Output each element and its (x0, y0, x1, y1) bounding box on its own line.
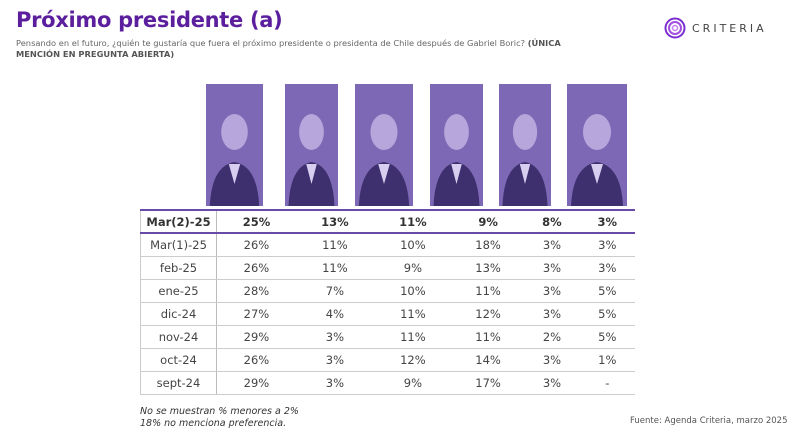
row-label: dic-24 (140, 302, 217, 326)
candidate-photo (567, 84, 627, 206)
row-label: ene-25 (140, 279, 217, 303)
cell-value: 25% (216, 209, 296, 234)
row-label: nov-24 (140, 325, 217, 349)
row-label: sept-24 (140, 371, 217, 395)
cell-value: 17% (451, 371, 525, 395)
criteria-logo: CRITERIA (664, 17, 767, 39)
cell-value: 8% (524, 209, 580, 234)
page-title: Próximo presidente (a) (16, 8, 283, 32)
row-label: oct-24 (140, 348, 217, 372)
question-note: (ÚNICA MENCIÓN EN PREGUNTA ABIERTA) (16, 38, 561, 59)
notes: No se muestran % menores a 2% 18% no men… (140, 406, 299, 430)
cell-value: 4% (295, 302, 374, 326)
row-label: Mar(1)-25 (140, 233, 217, 257)
cell-value: 5% (579, 279, 635, 303)
candidate-photo (355, 84, 413, 206)
criteria-logo-icon (664, 17, 686, 39)
cell-value: 9% (373, 256, 452, 280)
table-row: oct-24 26% 3% 12% 14% 3% 1% (140, 348, 635, 372)
table-row: Mar(1)-25 26% 11% 10% 18% 3% 3% (140, 233, 635, 257)
cell-value: 3% (524, 233, 580, 257)
table-row: Mar(2)-25 25% 13% 11% 9% 8% 3% (140, 209, 635, 234)
cell-value: 3% (524, 256, 580, 280)
cell-value: 18% (451, 233, 525, 257)
candidate-photo (206, 84, 263, 206)
row-label: Mar(2)-25 (140, 209, 217, 234)
cell-value: 3% (579, 209, 635, 234)
cell-value: - (579, 371, 635, 395)
cell-value: 2% (524, 325, 580, 349)
cell-value: 3% (524, 279, 580, 303)
cell-value: 9% (451, 209, 525, 234)
table-row: sept-24 29% 3% 9% 17% 3% - (140, 371, 635, 395)
cell-value: 11% (295, 233, 374, 257)
cell-value: 29% (216, 325, 296, 349)
cell-value: 1% (579, 348, 635, 372)
cell-value: 10% (373, 279, 452, 303)
cell-value: 3% (524, 302, 580, 326)
cell-value: 3% (295, 348, 374, 372)
cell-value: 11% (451, 279, 525, 303)
cell-value: 26% (216, 233, 296, 257)
cell-value: 27% (216, 302, 296, 326)
cell-value: 7% (295, 279, 374, 303)
cell-value: 29% (216, 371, 296, 395)
cell-value: 26% (216, 348, 296, 372)
poll-table: Mar(2)-25 25% 13% 11% 9% 8% 3% Mar(1)-25 26% 11% 1… (140, 209, 635, 395)
cell-value: 11% (373, 302, 452, 326)
cell-value: 26% (216, 256, 296, 280)
logo-text: CRITERIA (692, 21, 767, 35)
cell-value: 11% (373, 209, 452, 234)
source: Fuente: Agenda Criteria, marzo 2025 (630, 416, 788, 426)
candidate-photo (285, 84, 338, 206)
cell-value: 3% (295, 371, 374, 395)
cell-value: 10% (373, 233, 452, 257)
candidate-photo (499, 84, 551, 206)
cell-value: 3% (579, 256, 635, 280)
cell-value: 3% (524, 371, 580, 395)
cell-value: 13% (295, 209, 374, 234)
table-row: ene-25 28% 7% 10% 11% 3% 5% (140, 279, 635, 303)
cell-value: 12% (451, 302, 525, 326)
table-row: feb-25 26% 11% 9% 13% 3% 3% (140, 256, 635, 280)
candidate-photo (430, 84, 483, 206)
question: Pensando en el futuro, ¿quién te gustarí… (16, 38, 526, 48)
cell-value: 11% (373, 325, 452, 349)
cell-value: 9% (373, 371, 452, 395)
cell-value: 11% (295, 256, 374, 280)
cell-value: 14% (451, 348, 525, 372)
row-label: feb-25 (140, 256, 217, 280)
cell-value: 11% (451, 325, 525, 349)
question-text: Pensando en el futuro, ¿quién te gustarí… (16, 38, 606, 60)
table-row: nov-24 29% 3% 11% 11% 2% 5% (140, 325, 635, 349)
cell-value: 5% (579, 302, 635, 326)
note-no-preference: 18% no menciona preferencia. (140, 418, 287, 429)
cell-value: 28% (216, 279, 296, 303)
cell-value: 12% (373, 348, 452, 372)
table-row: dic-24 27% 4% 11% 12% 3% 5% (140, 302, 635, 326)
note-min-percent: No se muestran % menores a 2% (140, 406, 299, 417)
cell-value: 3% (579, 233, 635, 257)
cell-value: 3% (295, 325, 374, 349)
cell-value: 5% (579, 325, 635, 349)
cell-value: 3% (524, 348, 580, 372)
cell-value: 13% (451, 256, 525, 280)
